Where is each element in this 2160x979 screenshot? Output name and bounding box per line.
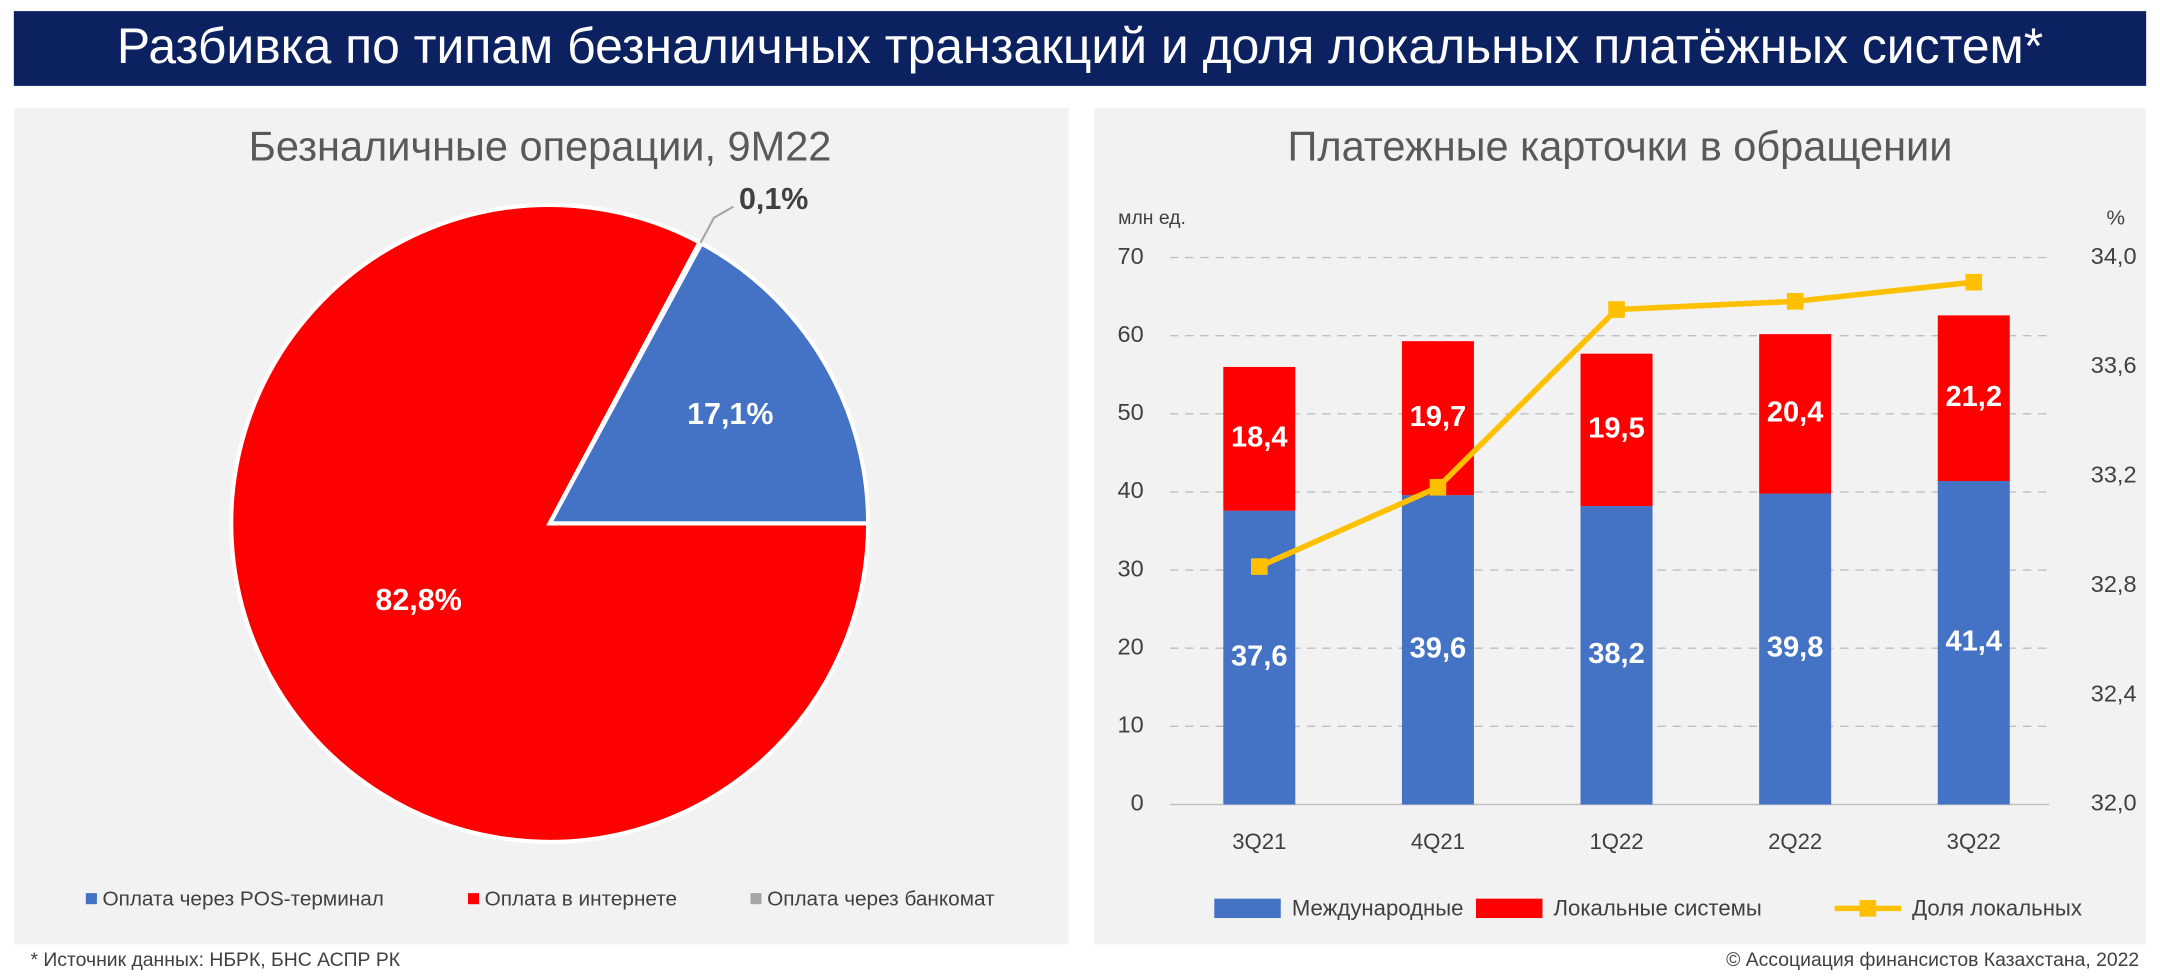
bar [1223, 366, 1296, 511]
data-label: 0,1% [739, 182, 808, 216]
data-label: 21,2 [1945, 381, 2002, 413]
y-tick-label: 20 [1118, 633, 1144, 659]
bar [1759, 334, 1832, 494]
x-tick-label: 3Q21 [1232, 829, 1286, 854]
data-label: 17,1% [687, 397, 773, 431]
legend-marker [1214, 898, 1281, 919]
bar [1580, 506, 1653, 805]
line-marker [1251, 558, 1268, 575]
y2-tick-label: 32,0 [2091, 790, 2137, 816]
legend-marker [468, 893, 480, 905]
legend-label: Оплата через банкомат [767, 888, 995, 911]
y-tick-label: 60 [1118, 321, 1144, 347]
data-label: 39,8 [1767, 632, 1824, 664]
y-axis-label: млн ед. [1118, 207, 1186, 229]
y-tick-label: 0 [1131, 790, 1144, 816]
legend-marker [1859, 900, 1877, 917]
line-marker [1965, 273, 1983, 291]
bar [1759, 493, 1832, 805]
legend-marker [85, 893, 97, 905]
data-label: 18,4 [1231, 422, 1288, 454]
leader-line [699, 205, 734, 244]
y2-axis-label: % [2106, 206, 2124, 229]
data-label: 38,2 [1588, 638, 1645, 670]
bar [1937, 315, 2010, 482]
y2-tick-label: 34,0 [2091, 243, 2137, 269]
title-bar [13, 11, 2147, 86]
data-label: 19,5 [1588, 413, 1645, 445]
line-marker [1429, 478, 1447, 496]
y2-tick-label: 32,8 [2091, 571, 2137, 597]
data-label: 39,6 [1410, 632, 1467, 664]
pie-slice [229, 202, 871, 844]
x-tick-label: 4Q21 [1411, 829, 1465, 854]
x-tick-label: 1Q22 [1589, 829, 1643, 854]
pie-title: Безналичные операции, 9M22 [249, 123, 832, 170]
line-marker [1786, 293, 1804, 310]
legend-marker [1476, 898, 1543, 919]
bar [1937, 481, 2010, 805]
page-title: Разбивка по типам безналичных транзакций… [117, 18, 2043, 74]
legend-label: Международные [1292, 896, 1464, 921]
data-label: 82,8% [375, 583, 461, 617]
bar [1580, 353, 1653, 507]
x-tick-label: 2Q22 [1768, 829, 1822, 854]
legend-label: Оплата через POS-терминал [102, 888, 383, 911]
y-tick-label: 30 [1118, 555, 1144, 581]
data-label: 20,4 [1767, 397, 1824, 429]
bar [1401, 495, 1474, 805]
bar-title: Платежные карточки в обращении [1288, 123, 1953, 170]
y2-tick-label: 33,6 [2091, 352, 2137, 378]
data-label: 19,7 [1410, 401, 1467, 433]
legend-marker [750, 893, 762, 905]
x-tick-label: 3Q22 [1947, 829, 2001, 854]
legend-label: Локальные системы [1554, 896, 1762, 921]
y2-tick-label: 32,4 [2091, 680, 2137, 706]
bar [1401, 341, 1474, 496]
pie-slice [546, 240, 871, 526]
data-label: 41,4 [1945, 625, 2002, 657]
data-label: 37,6 [1231, 640, 1288, 672]
y-tick-label: 50 [1118, 399, 1144, 425]
y-tick-label: 70 [1118, 243, 1144, 269]
y2-tick-label: 33,2 [2091, 462, 2137, 488]
y-tick-label: 10 [1118, 712, 1144, 738]
legend-label: Доля локальных [1912, 896, 2082, 921]
y-tick-label: 40 [1118, 477, 1144, 503]
footer-copyright: © Ассоциация финансистов Казахстана, 202… [1726, 949, 2139, 971]
line-marker [1608, 301, 1625, 318]
legend-label: Оплата в интернете [485, 888, 677, 911]
footer-source: * Источник данных: НБРК, БНС АСПР РК [30, 949, 400, 971]
